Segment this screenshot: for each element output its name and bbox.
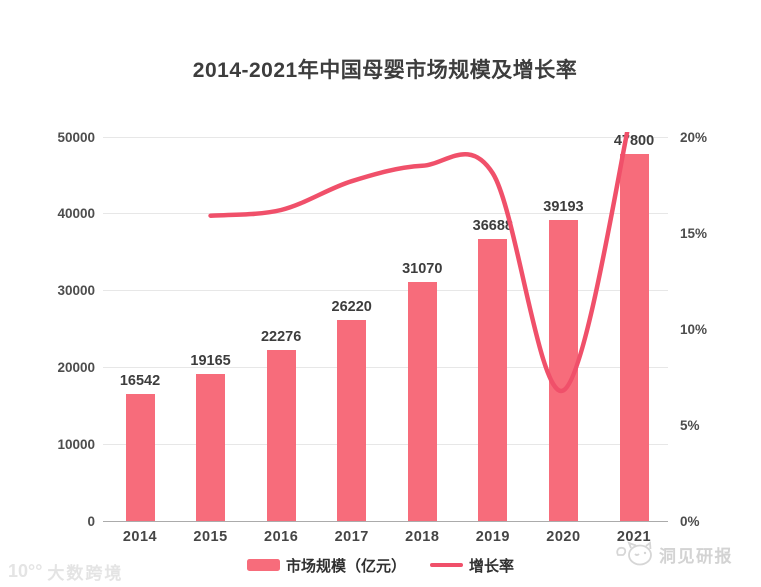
legend-label-market-size: 市场规模（亿元） [285, 557, 406, 575]
bar-2016 [266, 349, 296, 521]
bar-value-label-2020: 39193 [543, 198, 584, 215]
gridline [103, 136, 668, 138]
left-axis-tick-label: 40000 [57, 206, 95, 222]
right-axis-tick-label: 0% [680, 513, 700, 529]
dashukuajing-logo-icon: 10°° [8, 561, 43, 581]
legend: 市场规模（亿元） 增长率 [0, 555, 761, 575]
watermark-dashukuajing: 10°° 大数跨境 [8, 559, 123, 584]
bar-value-label-2019: 36688 [472, 218, 513, 235]
left-axis-tick-label: 50000 [57, 129, 95, 145]
bar-value-label-2018: 31070 [402, 261, 443, 278]
x-axis-label-2017: 2017 [334, 529, 369, 545]
watermark-dongjianyanbao-text: 洞见研报 [659, 546, 733, 566]
x-axis-label-2015: 2015 [193, 529, 228, 545]
bar-2019 [478, 239, 508, 521]
watermark-dashukuajing-text: 大数跨境 [47, 564, 124, 583]
left-axis-tick-label: 0 [87, 513, 95, 529]
bar-value-label-2015: 19165 [190, 352, 231, 369]
left-axis-tick-label: 10000 [57, 436, 95, 452]
bar-value-label-2014: 16542 [119, 372, 161, 389]
x-axis-label-2016: 2016 [264, 529, 299, 545]
watermark-dongjianyanbao: 洞见研报 [615, 541, 733, 567]
chart-title: 2014-2021年中国母婴市场规模及增长率 [192, 59, 578, 82]
left-axis-tick-label: 30000 [57, 283, 95, 299]
dongjianyanbao-logo-icon [616, 541, 652, 566]
bar-value-label-2021: 47800 [613, 132, 655, 149]
line-series-swatch-icon [430, 563, 463, 567]
bar-series-swatch-icon [246, 559, 280, 571]
bar-2017 [337, 319, 367, 521]
bar-value-label-2016: 22276 [260, 328, 302, 345]
gridline [103, 520, 668, 522]
bar-2018 [407, 282, 437, 521]
legend-item-growth-rate: 增长率 [430, 555, 514, 576]
x-axis-label-2020: 2020 [546, 529, 581, 545]
right-axis-tick-label: 20% [680, 129, 708, 145]
legend-item-market-size: 市场规模（亿元） [246, 555, 406, 576]
bar-2020 [548, 219, 578, 521]
bar-2015 [196, 373, 226, 521]
right-axis-tick-label: 10% [680, 321, 708, 337]
left-axis-tick-label: 20000 [57, 359, 95, 375]
right-axis-tick-label: 15% [680, 225, 708, 241]
x-axis-label-2018: 2018 [405, 529, 440, 545]
bar-2021 [619, 153, 649, 521]
gridline [103, 290, 668, 292]
right-axis-tick-label: 5% [680, 417, 700, 433]
bar-value-label-2017: 26220 [331, 298, 372, 315]
bar-2014 [125, 393, 155, 521]
x-axis-label-2019: 2019 [475, 529, 510, 545]
x-axis-label-2014: 2014 [122, 529, 158, 545]
legend-label-growth-rate: 增长率 [469, 557, 515, 575]
gridline [103, 443, 668, 445]
x-axis-label-2021: 2021 [616, 529, 652, 545]
